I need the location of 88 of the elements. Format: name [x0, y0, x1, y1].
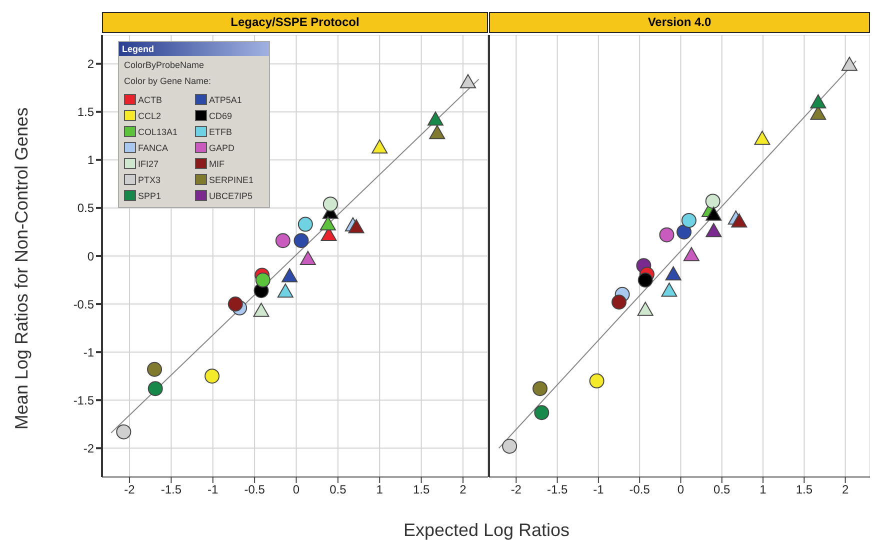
point	[676, 224, 692, 240]
annotation: ColorByProbeName	[123, 59, 206, 72]
x-tick-label: -1.5	[160, 482, 182, 497]
y-tick-label: 0	[87, 249, 94, 264]
point	[532, 381, 548, 396]
point	[255, 272, 270, 288]
chart-title: Version 4.0	[489, 12, 870, 33]
point	[460, 74, 476, 88]
point	[502, 438, 518, 454]
point	[731, 213, 748, 228]
chart-title: Legacy/SSPE Protocol	[102, 12, 488, 33]
x-tick-label: -1	[593, 482, 604, 497]
point	[253, 302, 270, 317]
x-tick-label: 2	[460, 482, 467, 497]
point	[810, 94, 826, 108]
x-tick-label: -0.5	[629, 482, 650, 497]
point	[534, 405, 550, 420]
point	[322, 196, 338, 212]
annotation: Color by Gene Name:	[123, 75, 212, 88]
x-tick-label: -1	[208, 482, 219, 497]
legend-label: COL13A1	[138, 126, 178, 136]
point	[282, 268, 298, 282]
y-tick-label: 2	[87, 57, 94, 72]
y-axis-title: Mean Log Ratios for Non-Control Genes	[12, 106, 32, 432]
x-tick-label: -0.5	[244, 482, 266, 497]
x-tick-label: 2	[842, 482, 849, 497]
y-tick-label: -0.5	[73, 297, 94, 312]
point	[429, 125, 446, 140]
point	[754, 130, 770, 145]
y-tick-label: -1	[83, 345, 94, 360]
legend-label: CCL2	[138, 110, 162, 120]
point	[300, 250, 316, 266]
legend-label: ETFB	[209, 126, 232, 136]
x-tick-label: 1	[376, 482, 384, 497]
point	[589, 373, 604, 388]
point	[298, 216, 313, 232]
point	[665, 266, 682, 280]
x-tick-label: 0.5	[714, 482, 731, 497]
x-tick-label: -2	[124, 482, 136, 497]
point	[116, 424, 132, 440]
x-axis-title: Expected Log Ratios	[402, 520, 571, 541]
x-tick-label: 0.5	[330, 482, 347, 497]
legend-label: UBCE7IP5	[209, 190, 253, 200]
point	[320, 216, 336, 230]
point	[638, 272, 653, 288]
point	[275, 233, 290, 248]
legend-label: CD69	[209, 110, 232, 120]
legend-label: SPP1	[138, 190, 162, 200]
point	[612, 294, 627, 310]
point	[204, 368, 220, 384]
point	[659, 227, 674, 242]
point	[147, 362, 162, 377]
point	[427, 112, 444, 126]
x-tick-label: 1.5	[412, 482, 430, 497]
y-tick-label: 1.5	[77, 105, 94, 120]
point	[277, 284, 294, 298]
point	[706, 223, 722, 238]
legend-label: MIF	[209, 158, 224, 168]
point	[705, 194, 720, 209]
point	[348, 219, 364, 234]
y-tick-label: 0.5	[77, 201, 94, 216]
x-tick-label: -1.5	[546, 482, 568, 497]
point	[681, 212, 696, 228]
legend-header: Legend	[119, 42, 269, 56]
x-tick-label: -2	[510, 482, 522, 497]
point	[841, 56, 858, 71]
legend-label: GAPD	[209, 142, 235, 152]
x-tick-label: 1.5	[796, 482, 813, 497]
point	[661, 282, 678, 297]
x-tick-label: 0	[677, 482, 684, 497]
y-tick-label: 1	[87, 153, 94, 168]
point	[294, 233, 309, 248]
y-tick-label: -1.5	[73, 393, 94, 408]
legend-label: ATP5A1	[209, 94, 242, 104]
legend-label: IFI27	[138, 158, 159, 168]
legend-label: ACTB	[138, 94, 162, 104]
point	[683, 247, 700, 262]
point	[637, 302, 654, 316]
legend-label: FANCA	[138, 142, 168, 152]
legend-label: SERPINE1	[209, 174, 254, 184]
x-tick-label: 0	[292, 482, 300, 497]
y-tick-label: -2	[83, 441, 94, 456]
legend-label: PTX3	[138, 174, 161, 184]
x-tick-label: 1	[760, 482, 767, 497]
point	[228, 296, 243, 312]
point	[372, 139, 388, 154]
point	[148, 381, 163, 396]
point	[706, 206, 722, 221]
